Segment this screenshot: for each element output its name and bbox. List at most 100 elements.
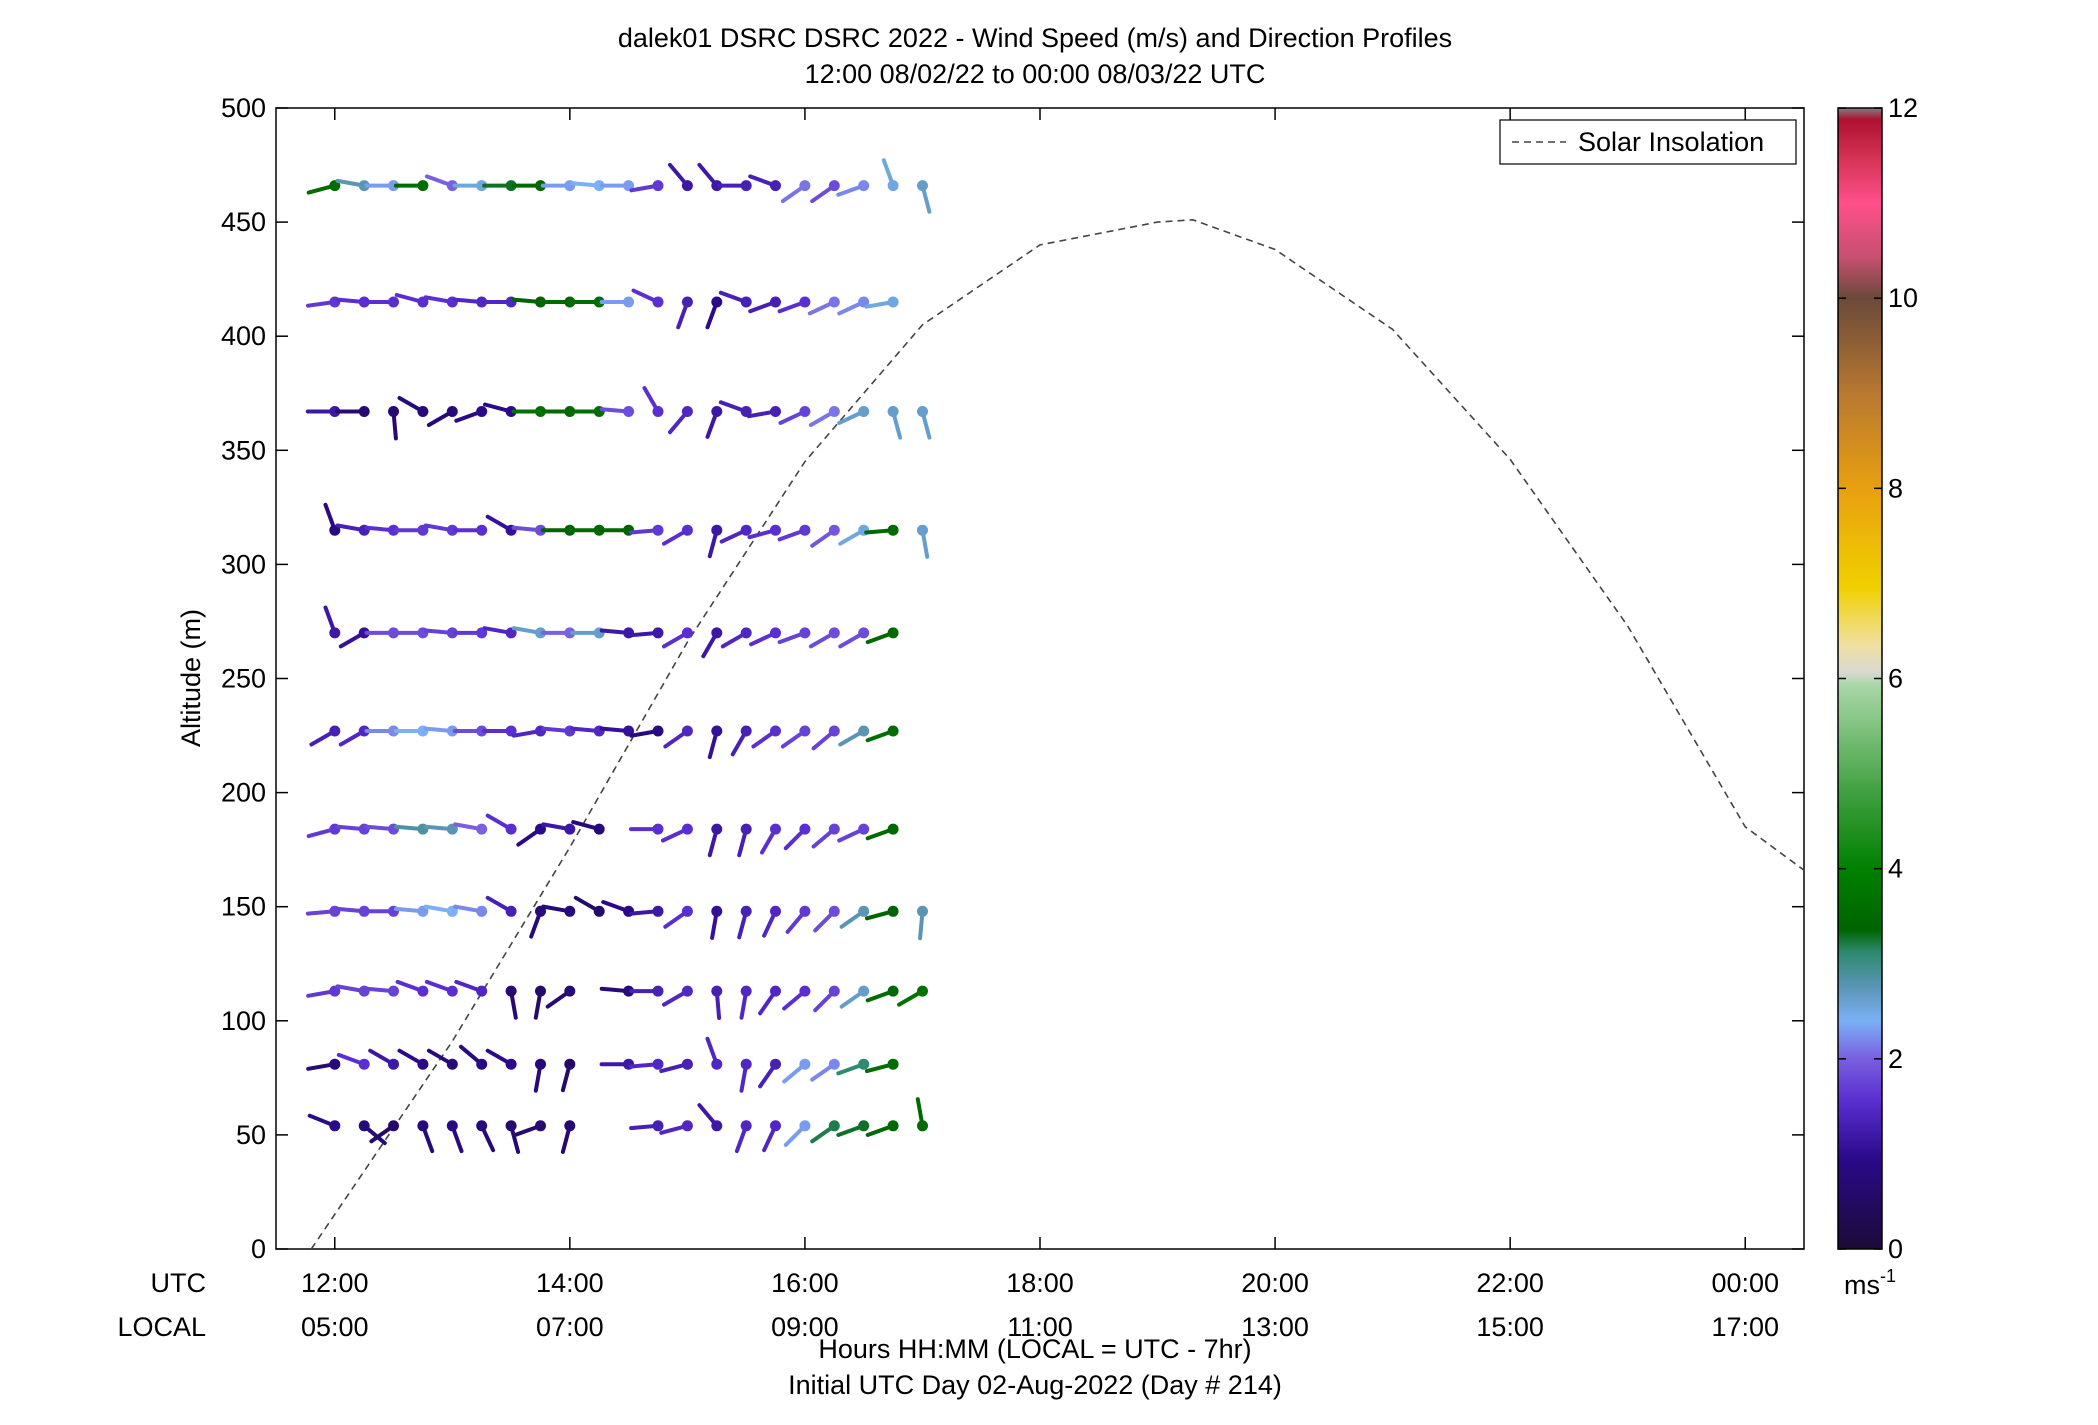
wind-point <box>358 406 370 417</box>
wind-point <box>417 180 429 192</box>
wind-point <box>446 1058 458 1070</box>
wind-point <box>887 1120 899 1132</box>
wind-point <box>799 905 811 917</box>
wind-point <box>446 180 458 192</box>
wind-point <box>770 524 781 536</box>
wind-point <box>652 406 664 417</box>
wind-point <box>505 1058 517 1070</box>
wind-point <box>799 296 811 308</box>
wind-point <box>358 1058 370 1070</box>
y-tick-label: 300 <box>221 549 266 579</box>
wind-point <box>681 823 693 835</box>
wind-point <box>505 905 517 917</box>
wind-point <box>476 905 488 917</box>
wind-point <box>681 627 693 639</box>
wind-point <box>917 406 928 417</box>
legend-insolation-label: Solar Insolation <box>1578 127 1764 157</box>
wind-point <box>681 296 693 308</box>
wind-point <box>828 524 840 536</box>
wind-point <box>329 406 341 417</box>
colorbar-unit-base: ms <box>1844 1270 1880 1300</box>
wind-point <box>770 1120 781 1132</box>
solar-insolation-curve <box>310 218 1805 1250</box>
x-axis-label-line1: Hours HH:MM (LOCAL = UTC - 7hr) <box>818 1334 1251 1364</box>
wind-point <box>887 1058 899 1070</box>
wind-point <box>388 1058 399 1070</box>
wind-point <box>446 985 458 997</box>
x-utc-tick-label: 18:00 <box>1006 1268 1074 1298</box>
wind-point <box>887 524 899 536</box>
wind-point <box>476 725 488 737</box>
legend: Solar Insolation <box>1499 119 1797 165</box>
wind-point <box>652 627 664 639</box>
wind-point <box>770 180 781 192</box>
wind-point <box>711 985 723 997</box>
colorbar-tick-label: 2 <box>1888 1044 1903 1074</box>
wind-point <box>740 296 752 308</box>
wind-point <box>564 985 576 997</box>
wind-point <box>740 905 752 917</box>
wind-point <box>505 406 517 417</box>
wind-point <box>476 1120 488 1132</box>
wind-point <box>858 1120 870 1132</box>
wind-point <box>681 406 693 417</box>
wind-point <box>417 406 429 417</box>
wind-point <box>770 823 781 835</box>
y-tick-label: 350 <box>221 435 266 465</box>
wind-point <box>505 985 517 997</box>
wind-point <box>388 180 399 192</box>
wind-point <box>388 406 399 417</box>
wind-point <box>476 1058 488 1070</box>
wind-point <box>828 905 840 917</box>
wind-point <box>623 985 635 997</box>
x-local-row-label: LOCAL <box>117 1312 206 1342</box>
wind-point <box>740 524 752 536</box>
wind-point <box>828 180 840 192</box>
wind-point <box>740 627 752 639</box>
wind-point <box>535 985 546 997</box>
wind-point <box>770 905 781 917</box>
wind-point <box>476 180 488 192</box>
wind-point <box>711 296 723 308</box>
x-utc-row-label: UTC <box>151 1268 207 1298</box>
wind-point <box>917 524 928 536</box>
wind-point <box>770 406 781 417</box>
colorbar-unit: ms-1 <box>1844 1266 1896 1300</box>
wind-point <box>388 725 399 737</box>
wind-point <box>711 406 723 417</box>
wind-point <box>887 985 899 997</box>
wind-point <box>417 1120 429 1132</box>
wind-point <box>329 725 341 737</box>
wind-point <box>652 725 664 737</box>
y-tick-label: 50 <box>236 1120 266 1150</box>
x-axis-label-line2: Initial UTC Day 02-Aug-2022 (Day # 214) <box>788 1370 1282 1400</box>
wind-point <box>917 1120 928 1132</box>
wind-point <box>828 823 840 835</box>
wind-point <box>358 1120 370 1132</box>
wind-point <box>358 725 370 737</box>
wind-point <box>681 180 693 192</box>
x-utc-tick-label: 00:00 <box>1711 1268 1779 1298</box>
wind-point <box>593 296 605 308</box>
wind-point <box>887 180 899 192</box>
wind-point <box>917 180 928 192</box>
wind-point <box>388 627 399 639</box>
wind-point <box>446 1120 458 1132</box>
x-local-tick-label: 11:00 <box>1007 1312 1073 1342</box>
wind-point <box>828 725 840 737</box>
wind-point <box>681 725 693 737</box>
wind-point <box>388 296 399 308</box>
wind-point <box>711 1058 723 1070</box>
wind-point <box>681 1120 693 1132</box>
wind-point <box>476 524 488 536</box>
wind-point <box>681 524 693 536</box>
chart-title-line1: dalek01 DSRC DSRC 2022 - Wind Speed (m/s… <box>618 23 1452 53</box>
wind-point <box>887 627 899 639</box>
wind-point <box>564 296 576 308</box>
wind-point <box>887 406 899 417</box>
wind-point <box>711 524 723 536</box>
wind-point <box>711 823 723 835</box>
wind-point <box>535 524 546 536</box>
wind-point <box>711 1120 723 1132</box>
